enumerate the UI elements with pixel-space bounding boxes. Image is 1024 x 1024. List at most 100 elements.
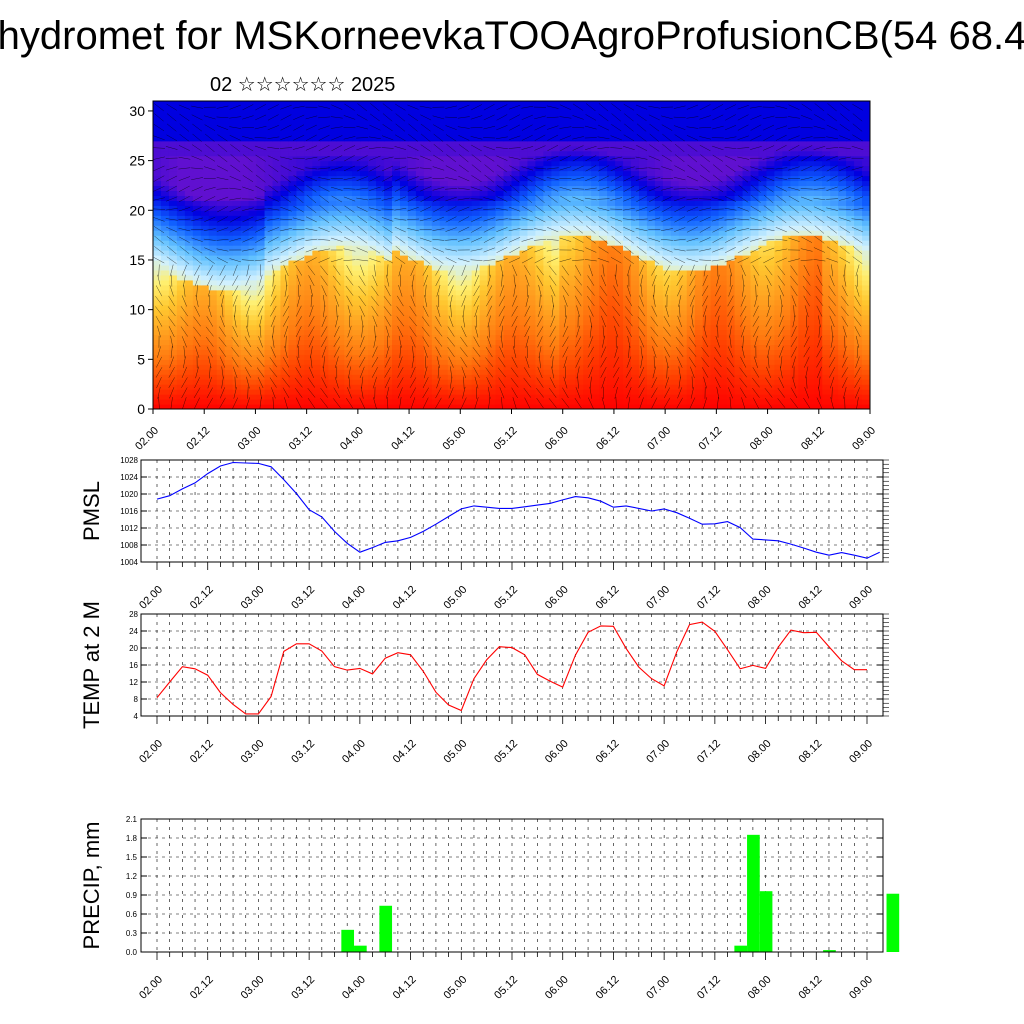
heatmap-cell [862,135,870,142]
heatmap-cell [607,165,616,172]
heatmap-cell [312,240,321,246]
heatmap-cell [280,160,290,167]
heatmap-cell [830,200,839,206]
heatmap-cell [153,364,162,370]
heatmap-cell [352,155,361,162]
heatmap-cell [264,394,274,400]
heatmap-cell [248,404,258,409]
heatmap-cell [599,210,608,216]
heatmap-cell [240,374,250,380]
heatmap-cell [591,394,600,400]
heatmap-cell [694,399,704,405]
heatmap-cell [519,394,529,400]
heatmap-cell [503,329,513,336]
heatmap-cell [654,399,664,405]
heatmap-cell [758,304,768,311]
heatmap-cell [654,309,664,316]
heatmap-cell [312,150,321,157]
heatmap-cell [320,299,329,306]
heatmap-cell [415,369,425,375]
heatmap-cell [487,334,497,341]
heatmap-cell [654,284,664,291]
heatmap-cell [806,294,815,301]
heatmap-cell [662,259,672,266]
heatmap-cell [176,215,186,221]
heatmap-cell [694,180,704,187]
heatmap-cell [392,404,401,409]
heatmap-cell [296,359,305,365]
heatmap-cell [599,170,608,177]
heatmap-cell [399,289,409,296]
heatmap-cell [352,339,361,346]
heatmap-cell [519,349,529,355]
heatmap-cell [232,130,242,137]
heatmap-cell [392,334,401,341]
heatmap-cell [567,354,576,360]
heatmap-cell [838,324,847,331]
heatmap-cell [798,284,807,291]
heatmap-cell [439,304,449,311]
heatmap-cell [806,309,815,316]
heatmap-cell [742,269,752,276]
heatmap-cell [423,150,433,157]
heatmap-cell [519,299,529,306]
heatmap-cell [360,354,369,360]
heatmap-cell [718,369,728,375]
heatmap-cell [320,279,329,286]
heatmap-cell [607,319,616,326]
heatmap-cell [623,319,632,326]
heatmap-cell [806,259,815,266]
heatmap-cell [160,404,170,409]
heatmap-cell [160,374,170,380]
heatmap-cell [272,349,282,355]
heatmap-cell [567,190,576,196]
heatmap-cell [790,160,799,167]
heatmap-cell [782,354,791,360]
heatmap-cell [487,289,497,296]
heatmap-cell [471,329,481,336]
heatmap-cell [543,195,552,201]
heatmap-cell [336,274,345,281]
heatmap-cell [368,170,377,177]
heatmap-cell [527,384,536,390]
heatmap-cell [726,389,736,395]
heatmap-cell [774,160,783,167]
heatmap-cell [654,185,664,192]
heatmap-cell [471,314,481,321]
heatmap-cell [686,230,696,236]
heatmap-cell [312,230,321,236]
heatmap-cell [646,354,656,360]
heatmap-cell [758,235,768,241]
heatmap-cell [399,195,409,201]
heatmap-cell [710,150,720,157]
heatmap-cell [599,299,608,306]
heatmap-cell [527,279,536,286]
heatmap-cell [806,215,815,221]
heatmap-cell [758,259,768,266]
heatmap-cell [336,205,345,211]
heatmap-cell [822,309,831,316]
heatmap-cell [766,135,775,142]
heatmap-cell [208,344,218,350]
heatmap-cell [599,309,608,316]
heatmap-cell [296,245,305,251]
heatmap-cell [479,264,489,271]
heatmap-cell [384,404,393,409]
heatmap-cell [782,165,791,172]
heatmap-cell [543,165,552,172]
heatmap-cell [862,215,870,221]
heatmap-cell [272,175,282,182]
heatmap-cell [160,160,170,167]
heatmap-cell [654,374,664,380]
heatmap-cell [782,145,791,152]
heatmap-cell [176,394,186,400]
heatmap-cell [742,324,752,331]
heatmap-cell [607,384,616,390]
heatmap-cell [447,299,457,306]
heatmap-cell [240,264,250,271]
heatmap-cell [447,160,457,167]
heatmap-cell [567,324,576,331]
heatmap-cell [423,269,433,276]
heatmap-cell [822,359,831,365]
heatmap-cell [407,379,417,385]
